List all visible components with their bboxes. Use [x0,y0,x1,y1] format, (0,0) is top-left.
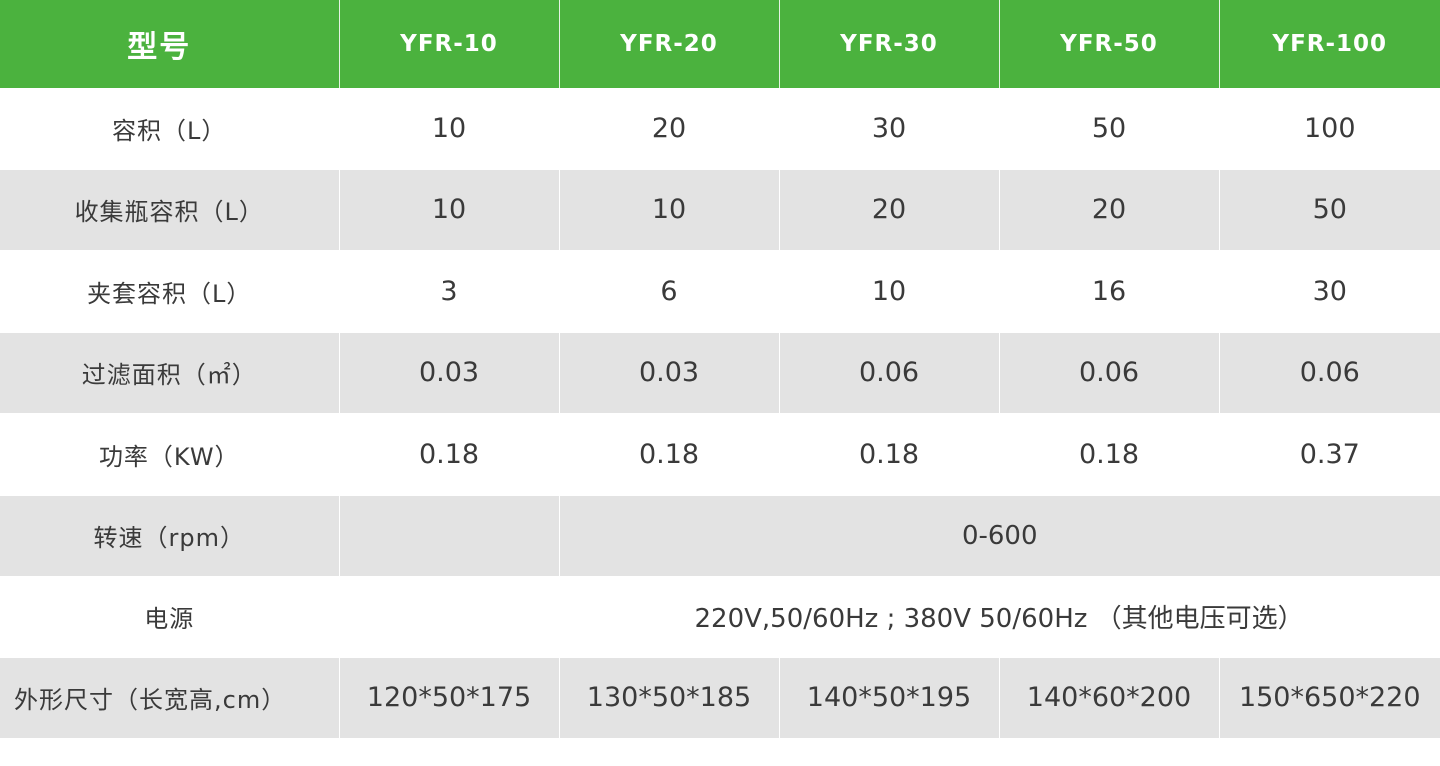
row-speed: 转速（rpm） 0-600 [0,495,1440,577]
speed-value: 0-600 [559,495,1440,577]
power-value: 0.18 [779,413,1000,496]
power-supply-value: 220V,50/60Hz ; 380V 50/60Hz （其他电压可选） [339,576,1440,658]
power-value: 0.18 [559,413,780,496]
collector-volume-value: 20 [999,169,1220,251]
row-collector-volume: 收集瓶容积（L） 10 10 20 20 50 [0,169,1440,251]
volume-value: 100 [1219,88,1440,170]
row-filter-area: 过滤面积（㎡） 0.03 0.03 0.06 0.06 0.06 [0,332,1440,414]
speed-empty-cell [339,495,560,577]
power-label: 功率（KW） [0,413,340,496]
filter-area-value: 0.06 [999,332,1220,414]
speed-label: 转速（rpm） [0,495,340,577]
dimensions-value: 140*60*200 [999,657,1220,739]
dimensions-value: 120*50*175 [339,657,560,739]
filter-area-value: 0.06 [779,332,1000,414]
spec-table: 型号 YFR-10 YFR-20 YFR-30 YFR-50 YFR-100 容… [0,0,1440,739]
power-value: 0.37 [1219,413,1440,496]
filter-area-value: 0.03 [559,332,780,414]
volume-value: 50 [999,88,1220,170]
header-row: 型号 YFR-10 YFR-20 YFR-30 YFR-50 YFR-100 [0,0,1440,88]
dimensions-value: 150*650*220 [1219,657,1440,739]
power-supply-label: 电源 [0,576,340,658]
header-model-yfr-100: YFR-100 [1219,0,1440,88]
collector-volume-value: 50 [1219,169,1440,251]
row-volume: 容积（L） 10 20 30 50 100 [0,88,1440,170]
row-dimensions: 外形尺寸（长宽高,cm） 120*50*175 130*50*185 140*5… [0,657,1440,739]
jacket-volume-value: 16 [999,250,1220,333]
volume-value: 20 [559,88,780,170]
row-jacket-volume: 夹套容积（L） 3 6 10 16 30 [0,250,1440,333]
filter-area-label: 过滤面积（㎡） [0,332,340,414]
volume-value: 10 [339,88,560,170]
jacket-volume-value: 3 [339,250,560,333]
collector-volume-value: 10 [559,169,780,251]
header-model-yfr-20: YFR-20 [559,0,780,88]
filter-area-value: 0.03 [339,332,560,414]
jacket-volume-value: 10 [779,250,1000,333]
header-model-yfr-10: YFR-10 [339,0,560,88]
row-power: 功率（KW） 0.18 0.18 0.18 0.18 0.37 [0,413,1440,496]
collector-volume-label: 收集瓶容积（L） [0,169,340,251]
collector-volume-value: 10 [339,169,560,251]
row-power-supply: 电源 220V,50/60Hz ; 380V 50/60Hz （其他电压可选） [0,576,1440,658]
dimensions-value: 140*50*195 [779,657,1000,739]
header-model-yfr-30: YFR-30 [779,0,1000,88]
collector-volume-value: 20 [779,169,1000,251]
dimensions-value: 130*50*185 [559,657,780,739]
filter-area-value: 0.06 [1219,332,1440,414]
header-model-yfr-50: YFR-50 [999,0,1220,88]
jacket-volume-value: 30 [1219,250,1440,333]
volume-label: 容积（L） [0,88,340,170]
volume-value: 30 [779,88,1000,170]
jacket-volume-value: 6 [559,250,780,333]
power-value: 0.18 [999,413,1220,496]
header-model-label: 型号 [0,0,340,88]
power-value: 0.18 [339,413,560,496]
dimensions-label: 外形尺寸（长宽高,cm） [0,657,340,739]
jacket-volume-label: 夹套容积（L） [0,250,340,333]
